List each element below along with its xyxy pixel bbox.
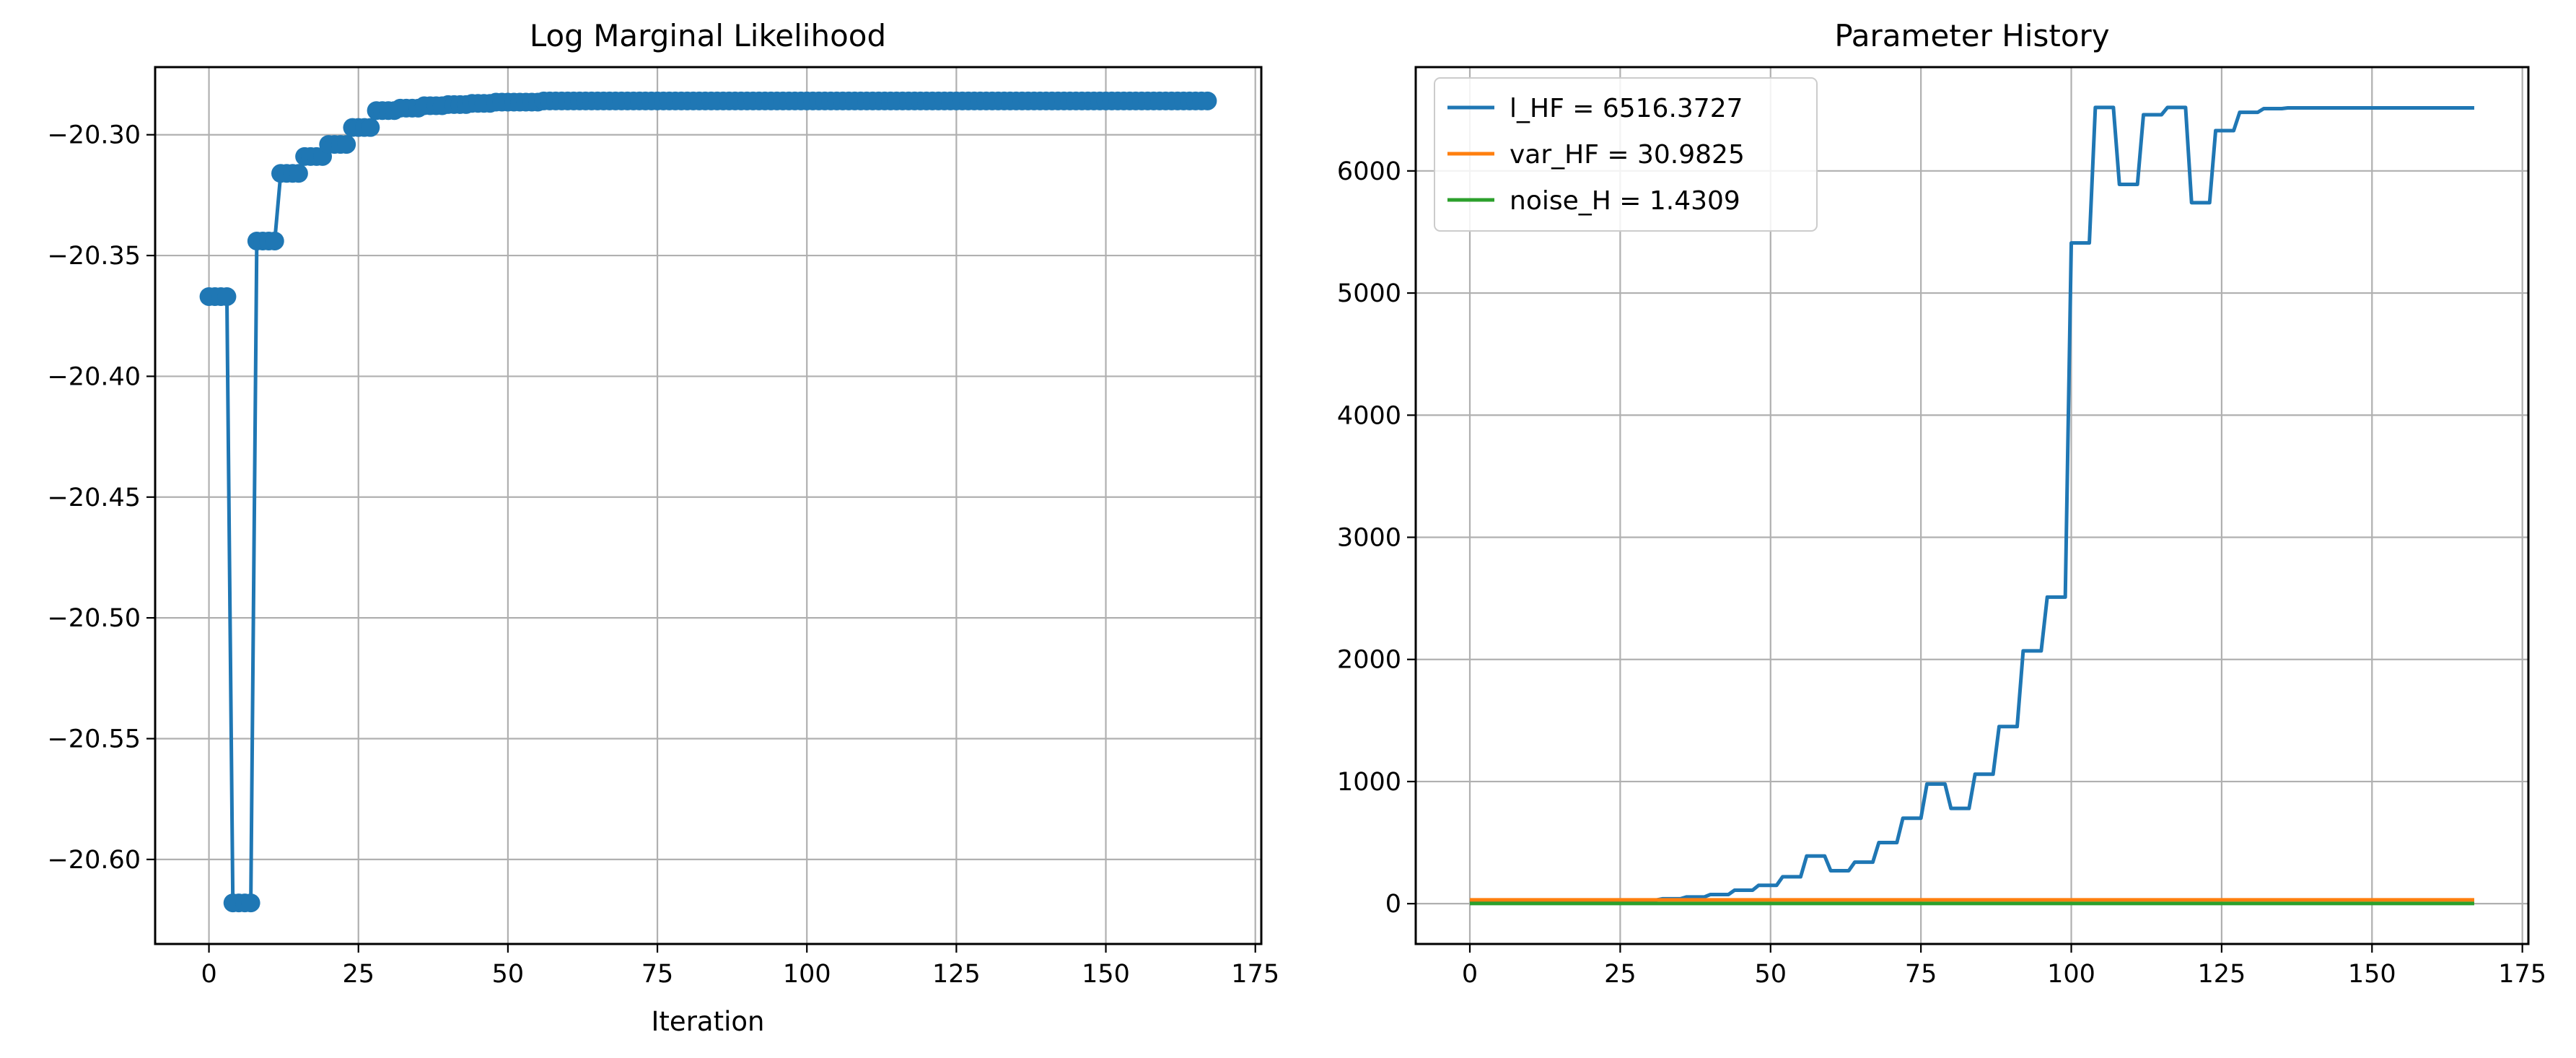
right-chart: 0 25 50 75 100 125 150 175 0 1000 2000 3000 4000 5000… xyxy=(1337,18,2546,989)
left-y-tick-label: −20.35 xyxy=(47,242,141,271)
right-x-tick-label: 50 xyxy=(1754,960,1787,989)
right-x-tick-label: 0 xyxy=(1462,960,1478,989)
left-data-point xyxy=(265,231,284,250)
right-x-tick-label: 175 xyxy=(2498,960,2546,989)
left-x-tick-label: 175 xyxy=(1231,960,1279,989)
left-data-point xyxy=(1198,91,1217,110)
left-x-tick-label: 0 xyxy=(201,960,216,989)
right-plot-area xyxy=(1470,105,2474,906)
legend-label-l-hf: l_HF = 6516.3727 xyxy=(1510,94,1743,123)
right-x-tick-label: 125 xyxy=(2198,960,2246,989)
left-x-tick-label: 50 xyxy=(492,960,525,989)
right-axes-frame xyxy=(1414,66,2530,945)
left-x-axis-label: Iteration xyxy=(652,1006,765,1037)
left-data-point xyxy=(361,118,380,137)
left-x-tick-label: 100 xyxy=(783,960,831,989)
legend: l_HF = 6516.3727 var_HF = 30.9825 noise_… xyxy=(1434,77,1818,232)
left-ticks: 0 25 50 75 100 125 150 175 −20.30 −20.35 −20.40 −20… xyxy=(47,121,1279,989)
left-gridlines xyxy=(155,67,1261,944)
right-x-tick-label: 25 xyxy=(1604,960,1637,989)
right-y-tick-label: 1000 xyxy=(1337,768,1401,797)
right-x-tick-label: 150 xyxy=(2348,960,2396,989)
left-data-point xyxy=(241,893,260,913)
right-y-tick-label: 0 xyxy=(1385,890,1401,919)
left-y-tick-label: −20.30 xyxy=(47,121,141,150)
left-data-point xyxy=(289,164,308,183)
left-y-tick-label: −20.55 xyxy=(47,725,141,753)
right-y-tick-label: 2000 xyxy=(1337,646,1401,675)
left-y-tick-label: −20.60 xyxy=(47,846,141,875)
legend-box xyxy=(1434,77,1818,232)
left-plot-area xyxy=(199,91,1217,913)
left-x-tick-label: 150 xyxy=(1082,960,1130,989)
right-y-tick-label: 6000 xyxy=(1337,157,1401,186)
legend-label-noise-h: noise_H = 1.4309 xyxy=(1510,186,1740,216)
right-y-tick-label: 4000 xyxy=(1337,401,1401,430)
left-y-tick-label: −20.45 xyxy=(47,484,141,512)
left-y-tick-label: −20.40 xyxy=(47,362,141,391)
right-y-tick-label: 3000 xyxy=(1337,523,1401,552)
left-y-tick-label: −20.50 xyxy=(47,604,141,633)
right-x-tick-label: 100 xyxy=(2047,960,2095,989)
right-ticks: 0 25 50 75 100 125 150 175 0 1000 2000 3000 4000 5000… xyxy=(1337,157,2546,989)
left-x-tick-label: 125 xyxy=(932,960,981,989)
right-x-tick-label: 75 xyxy=(1905,960,1937,989)
right-chart-title: Parameter History xyxy=(1834,18,2109,53)
left-chart-title: Log Marginal Likelihood xyxy=(530,18,886,53)
right-y-tick-label: 5000 xyxy=(1337,279,1401,308)
legend-label-var-hf: var_HF = 30.9825 xyxy=(1510,140,1745,170)
left-axes-frame xyxy=(154,66,1263,945)
left-data-point xyxy=(337,135,356,154)
left-data-point xyxy=(217,287,237,306)
left-chart: 0 25 50 75 100 125 150 175 −20.30 −20.35 −20.40 −20… xyxy=(47,18,1279,1037)
left-x-tick-label: 75 xyxy=(641,960,674,989)
left-x-tick-label: 25 xyxy=(342,960,374,989)
